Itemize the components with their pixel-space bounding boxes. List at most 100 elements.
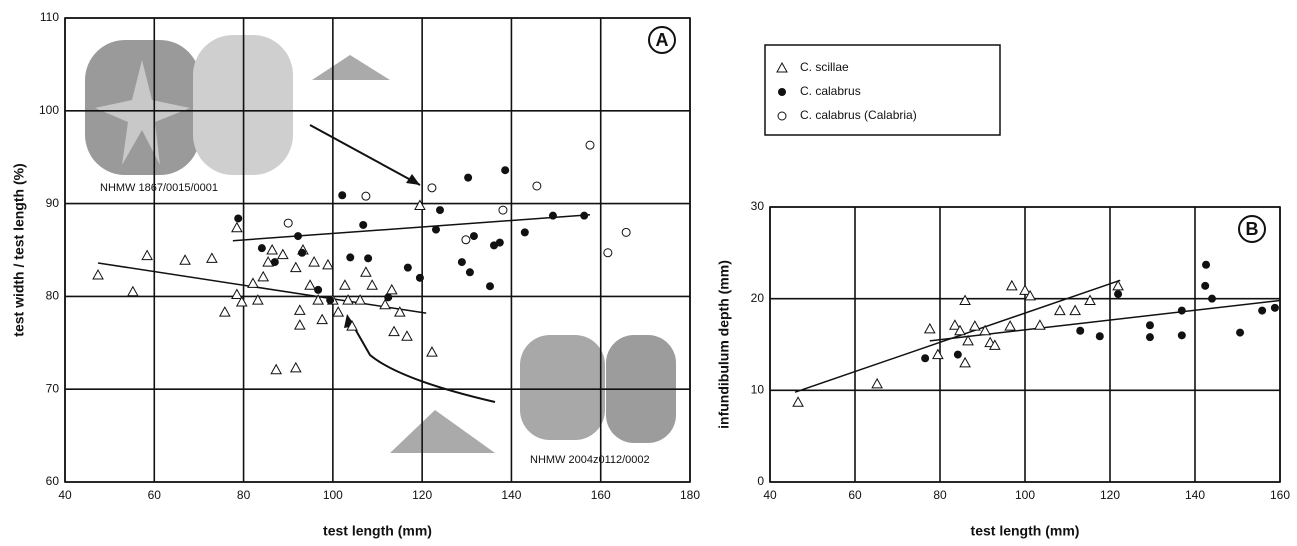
triangle-point	[960, 296, 970, 305]
filled-point	[521, 228, 529, 236]
filled-point	[326, 296, 334, 304]
triangle-point	[207, 253, 217, 262]
annotation: NHMW 1867/0015/0001	[100, 182, 218, 194]
triangle-point	[389, 327, 399, 336]
x-tick-label: 120	[412, 488, 432, 502]
filled-point	[1202, 261, 1210, 269]
triangle-point	[278, 250, 288, 259]
filled-point	[359, 221, 367, 229]
filled-point	[384, 293, 392, 301]
figure: C. scillaeC. calabrusC. calabrus (Calabr…	[0, 0, 1297, 546]
open-point	[586, 141, 594, 149]
filled-point	[404, 264, 412, 272]
open-point	[362, 192, 370, 200]
filled-point	[346, 253, 354, 261]
filled-point	[501, 166, 509, 174]
filled-point	[1146, 333, 1154, 341]
specimen-profile	[390, 410, 495, 453]
y-tick-label: 60	[46, 474, 60, 488]
open-point	[778, 112, 786, 120]
x-tick-label: 60	[148, 488, 162, 502]
triangle-point	[232, 290, 242, 299]
legend-label: C. calabrus	[800, 84, 861, 98]
triangle-point	[1055, 306, 1065, 315]
y-tick-label: 80	[46, 289, 60, 303]
open-point	[622, 228, 630, 236]
panel-label: B	[1246, 219, 1259, 239]
filled-point	[486, 282, 494, 290]
filled-point	[549, 212, 557, 220]
filled-point	[298, 249, 306, 257]
triangle-point	[267, 245, 277, 254]
open-point	[462, 236, 470, 244]
triangle-point	[295, 305, 305, 314]
triangle-point	[1070, 306, 1080, 315]
triangle-point	[980, 326, 990, 335]
triangle-point	[340, 280, 350, 289]
filled-point	[1208, 295, 1216, 303]
triangle-point	[93, 270, 103, 279]
x-tick-label: 60	[848, 488, 862, 502]
filled-point	[1178, 307, 1186, 315]
x-tick-label: 40	[763, 488, 777, 502]
filled-point	[921, 354, 929, 362]
filled-point	[496, 239, 504, 247]
x-tick-label: 140	[1185, 488, 1205, 502]
triangle-point	[970, 321, 980, 330]
triangle-point	[333, 307, 343, 316]
filled-point	[464, 174, 472, 182]
triangle-point	[793, 397, 803, 406]
filled-point	[1146, 321, 1154, 329]
x-tick-label: 160	[1270, 488, 1290, 502]
y-tick-label: 10	[751, 383, 765, 397]
triangle-point	[295, 320, 305, 329]
triangle-point	[1007, 281, 1017, 290]
filled-point	[258, 244, 266, 252]
open-point	[604, 249, 612, 257]
triangle-point	[1035, 320, 1045, 329]
specimen-photo	[520, 335, 605, 440]
y-tick-label: 70	[46, 381, 60, 395]
trend-line	[233, 215, 590, 241]
triangle-point	[248, 278, 258, 287]
photos	[85, 35, 676, 453]
filled-point	[436, 206, 444, 214]
filled-point	[470, 232, 478, 240]
y-tick-label: 0	[757, 474, 764, 488]
triangle-point	[933, 350, 943, 359]
filled-point	[294, 232, 302, 240]
x-tick-label: 80	[237, 488, 251, 502]
triangle-point	[323, 260, 333, 269]
open-point	[284, 219, 292, 227]
triangle-point	[180, 255, 190, 264]
x-tick-label: 100	[323, 488, 343, 502]
filled-point	[1271, 304, 1279, 312]
filled-point	[1258, 307, 1266, 315]
triangle-point	[402, 331, 412, 340]
triangle-point	[387, 285, 397, 294]
filled-point	[778, 88, 786, 96]
legend: C. scillaeC. calabrusC. calabrus (Calabr…	[765, 45, 1000, 135]
filled-point	[234, 214, 242, 222]
filled-point	[271, 258, 279, 266]
open-point	[533, 182, 541, 190]
triangle-point	[271, 365, 281, 374]
x-axis-title: test length (mm)	[323, 523, 432, 539]
legend-label: C. calabrus (Calabria)	[800, 108, 917, 122]
filled-point	[954, 351, 962, 359]
triangle-point	[427, 347, 437, 356]
triangle-point	[291, 363, 301, 372]
x-tick-label: 40	[58, 488, 72, 502]
triangle-point	[220, 307, 230, 316]
x-tick-label: 80	[933, 488, 947, 502]
triangle-point	[142, 251, 152, 260]
filled-point	[364, 254, 372, 262]
x-tick-label: 160	[591, 488, 611, 502]
filled-point	[1114, 290, 1122, 298]
triangle-point	[415, 200, 425, 209]
triangle-point	[291, 263, 301, 272]
y-axis-title: infundibulum depth (mm)	[716, 260, 732, 429]
triangle-point	[1085, 296, 1095, 305]
y-tick-label: 20	[751, 291, 765, 305]
triangle-point	[960, 358, 970, 367]
